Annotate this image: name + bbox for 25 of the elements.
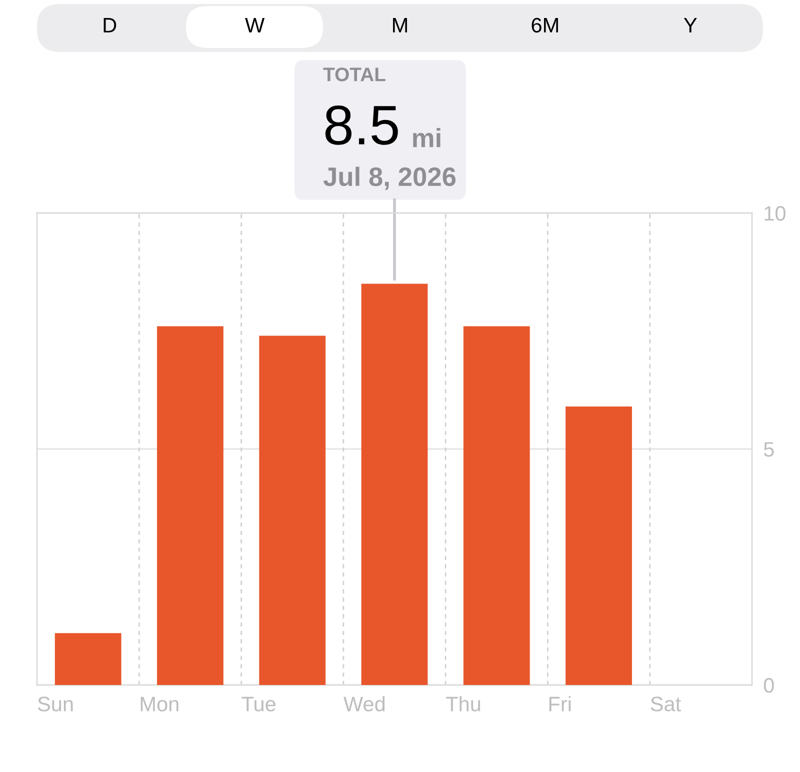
text: 6M (532, 18, 558, 33)
text: TOTAL (323, 68, 386, 82)
bar (157, 326, 224, 685)
text: Jul 8, 2026 (323, 166, 456, 190)
y-tick-label: 10 (764, 206, 786, 221)
bar (566, 406, 632, 685)
annotation: 8.5 (325, 106, 398, 145)
bar (54, 633, 122, 685)
x-tick-label: Fri (549, 696, 571, 712)
y-tick-label: 5 (764, 442, 774, 457)
bar (361, 284, 428, 685)
text: mi (413, 128, 440, 148)
text: Y (684, 18, 697, 32)
x-tick-label: Wed (344, 696, 385, 712)
text: M (393, 18, 407, 32)
bar (463, 326, 530, 685)
x-tick-label: Mon (140, 696, 178, 712)
y-tick-label: 0 (764, 678, 774, 693)
x-tick-label: Sat (650, 696, 681, 712)
bar (259, 336, 326, 685)
x-tick-label: Tue (242, 696, 276, 712)
x-tick-label: Sun (38, 696, 73, 712)
text: W (245, 18, 265, 32)
text: D (104, 18, 116, 32)
x-tick-label: Thu (446, 696, 480, 712)
